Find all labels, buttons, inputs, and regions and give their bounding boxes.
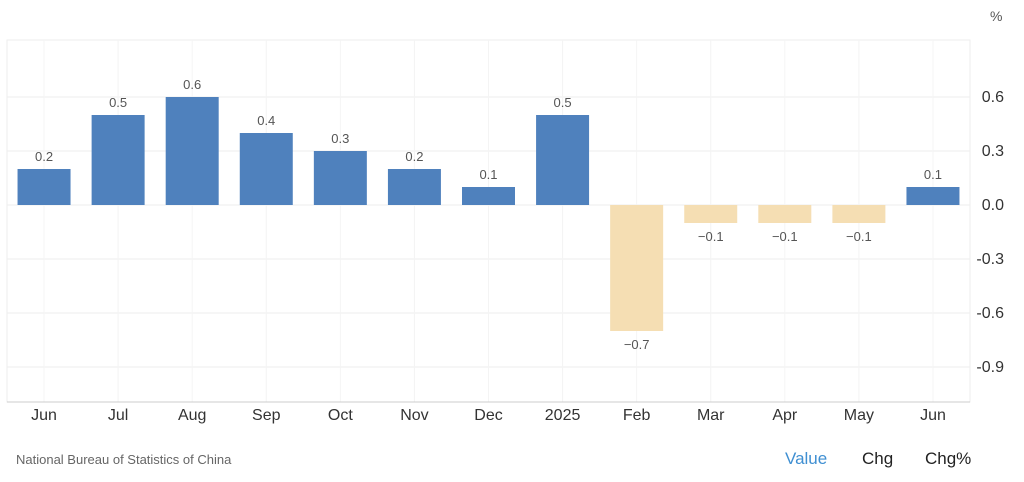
tab-chg-percent[interactable]: Chg% (925, 449, 972, 468)
bar (387, 169, 441, 205)
bar (17, 169, 71, 205)
y-tick-label: 0.3 (982, 143, 1004, 160)
x-axis: Jun Jul Aug Sep Oct Nov Dec 2025 Feb Mar Apr May Jun (31, 407, 946, 424)
data-label: −0.7 (624, 337, 650, 352)
x-tick-label: Sep (252, 407, 281, 424)
bar (462, 187, 515, 205)
grid (6, 39, 971, 403)
bar (91, 115, 145, 205)
bar (832, 205, 886, 223)
data-label: 0.1 (924, 167, 942, 182)
bar (536, 115, 590, 205)
bars (17, 97, 960, 331)
data-label: 0.5 (109, 95, 127, 110)
bar (313, 151, 367, 205)
bar (906, 187, 960, 205)
data-label: 0.1 (479, 167, 497, 182)
bar (610, 205, 664, 331)
bar (758, 205, 812, 223)
data-label: −0.1 (846, 229, 872, 244)
data-label: 0.6 (183, 77, 201, 92)
view-tabs: Value Chg Chg% (0, 449, 1024, 471)
x-tick-label: Apr (772, 407, 798, 424)
tab-value[interactable]: Value (785, 449, 828, 468)
x-tick-label: Jun (31, 407, 57, 424)
data-label: 0.2 (405, 149, 423, 164)
x-tick-label: Mar (697, 407, 725, 424)
tab-chg[interactable]: Chg (862, 449, 894, 468)
y-tick-label: -0.6 (976, 305, 1004, 322)
x-tick-label: Aug (178, 407, 206, 424)
source-credit: National Bureau of Statistics of China (16, 452, 232, 467)
x-tick-label: May (844, 407, 874, 424)
unit-label: % (990, 8, 1003, 24)
data-label: 0.3 (331, 131, 349, 146)
data-label: −0.1 (698, 229, 724, 244)
y-tick-label: -0.3 (976, 251, 1004, 268)
x-tick-label: Oct (328, 407, 353, 424)
x-tick-label: Nov (400, 407, 428, 424)
data-label: 0.5 (554, 95, 572, 110)
x-tick-label: Feb (623, 407, 651, 424)
bar (239, 133, 293, 205)
data-label: 0.4 (257, 113, 275, 128)
y-tick-label: 0.6 (982, 89, 1004, 106)
x-tick-label: 2025 (545, 407, 581, 424)
bar-chart: 0.2 0.5 0.6 0.4 0.3 0.2 0.1 0.5 −0.7 −0.1 −0.1 −0.1… (6, 39, 1004, 424)
x-tick-label: Dec (474, 407, 502, 424)
data-label: −0.1 (772, 229, 798, 244)
x-tick-label: Jun (920, 407, 946, 424)
y-tick-label: -0.9 (976, 359, 1004, 376)
bar (684, 205, 738, 223)
data-label: 0.2 (35, 149, 53, 164)
data-labels: 0.2 0.5 0.6 0.4 0.3 0.2 0.1 0.5 −0.7 −0.1 −0.1 −0.1… (35, 77, 942, 352)
bar (165, 97, 219, 205)
y-tick-label: 0.0 (982, 197, 1004, 214)
y-axis: 0.6 0.3 0.0 -0.3 -0.6 -0.9 (976, 89, 1004, 376)
x-tick-label: Jul (108, 407, 128, 424)
